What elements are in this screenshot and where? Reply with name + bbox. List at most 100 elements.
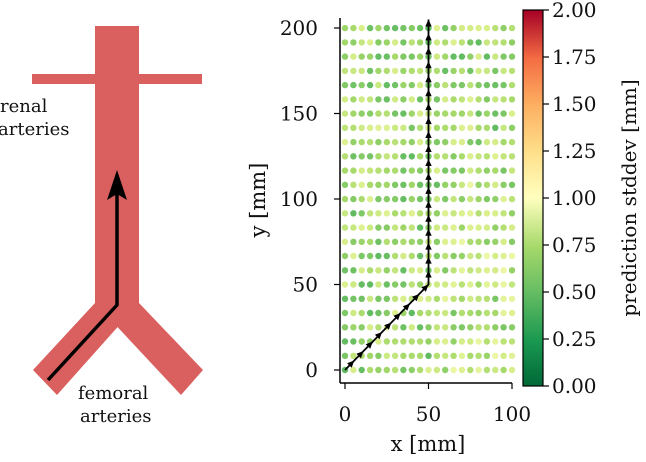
scatter-point bbox=[467, 309, 474, 317]
scatter-point bbox=[492, 352, 499, 359]
scatter-point bbox=[508, 252, 516, 260]
scatter-point bbox=[375, 53, 382, 60]
scatter-point bbox=[383, 153, 390, 160]
scatter-point bbox=[350, 252, 357, 260]
scatter-point bbox=[500, 153, 507, 160]
scatter-point bbox=[416, 153, 424, 160]
scatter-point bbox=[475, 281, 482, 288]
scatter-point bbox=[450, 267, 457, 274]
scatter-point bbox=[508, 195, 516, 203]
scatter-point bbox=[366, 153, 374, 160]
scatter-point bbox=[458, 110, 466, 117]
scatter-point bbox=[483, 153, 491, 160]
scatter-point bbox=[408, 110, 415, 117]
scatter-point bbox=[408, 324, 415, 331]
scatter-point bbox=[350, 67, 357, 75]
scatter-point bbox=[400, 167, 407, 174]
scatter-point bbox=[416, 267, 424, 274]
scatter-point bbox=[408, 309, 415, 317]
pointer-arrowhead-icon bbox=[402, 303, 410, 311]
scatter-point bbox=[383, 67, 390, 75]
scatter-point bbox=[391, 195, 399, 203]
scatter-point bbox=[467, 67, 474, 75]
scatter-point bbox=[450, 338, 457, 345]
scatter-point bbox=[416, 167, 424, 174]
scatter-point bbox=[408, 195, 415, 203]
scatter-point bbox=[483, 338, 491, 345]
scatter-point bbox=[458, 238, 466, 245]
scatter-point bbox=[341, 167, 349, 174]
scatter-point bbox=[416, 138, 424, 146]
scatter-point bbox=[500, 309, 507, 317]
scatter-point bbox=[433, 24, 441, 32]
scatter-point bbox=[450, 110, 457, 117]
scatter-point bbox=[341, 238, 349, 245]
pointer-arrowhead-icon bbox=[425, 89, 432, 97]
scatter-point bbox=[350, 352, 357, 359]
scatter-point bbox=[358, 67, 365, 75]
scatter-point bbox=[442, 224, 449, 231]
scatter-point bbox=[350, 324, 357, 331]
scatter-point bbox=[467, 153, 474, 160]
scatter-point bbox=[442, 53, 449, 60]
scatter-point bbox=[391, 110, 399, 117]
scatter-point bbox=[450, 224, 457, 231]
scatter-point bbox=[350, 39, 357, 46]
scatter-point bbox=[366, 309, 374, 317]
pointer-arrowhead-icon bbox=[425, 103, 432, 111]
scatter-point bbox=[467, 81, 474, 89]
scatter-point bbox=[350, 153, 357, 160]
scatter-point bbox=[467, 24, 474, 32]
scatter-point bbox=[500, 324, 507, 331]
y-tick-label: 50 bbox=[293, 273, 318, 297]
scatter-point bbox=[483, 309, 491, 317]
scatter-point bbox=[500, 81, 507, 89]
scatter-point bbox=[492, 138, 499, 146]
scatter-point bbox=[350, 366, 357, 374]
scatter-point bbox=[442, 281, 449, 288]
scatter-point bbox=[433, 153, 441, 160]
scatter-point bbox=[433, 124, 441, 131]
scatter-point bbox=[433, 267, 441, 274]
scatter-point bbox=[442, 195, 449, 203]
scatter-point bbox=[425, 338, 432, 345]
scatter-point bbox=[467, 324, 474, 331]
scatter-point bbox=[400, 238, 407, 245]
scatter-point bbox=[383, 24, 390, 32]
scatter-point bbox=[433, 195, 441, 203]
scatter-point bbox=[500, 352, 507, 359]
scatter-point bbox=[508, 138, 516, 146]
scatter-point bbox=[383, 267, 390, 274]
scatter-point bbox=[458, 267, 466, 274]
scatter-point bbox=[483, 96, 491, 103]
scatter-point bbox=[391, 53, 399, 60]
scatter-point bbox=[483, 195, 491, 203]
scatter-point bbox=[400, 39, 407, 46]
scatter-point bbox=[341, 53, 349, 60]
scatter-point bbox=[366, 167, 374, 174]
scatter-point bbox=[391, 24, 399, 32]
colorbar-tick-label: 1.50 bbox=[552, 92, 597, 116]
scatter-point bbox=[350, 338, 357, 345]
colorbar-tick-label: 0.75 bbox=[552, 233, 597, 257]
pointer-arrowhead-icon bbox=[356, 351, 364, 359]
scatter-point bbox=[508, 324, 516, 331]
pointer-arrowhead-icon bbox=[425, 256, 432, 264]
y-tick-label: 150 bbox=[280, 102, 318, 126]
scatter-point bbox=[416, 210, 424, 217]
scatter-point bbox=[391, 338, 399, 345]
scatter-point bbox=[375, 39, 382, 46]
pointer-arrowhead-icon bbox=[425, 19, 432, 27]
scatter-point bbox=[508, 110, 516, 117]
scatter-point bbox=[375, 110, 382, 117]
scatter-point bbox=[467, 238, 474, 245]
scatter-point bbox=[467, 181, 474, 188]
scatter-point bbox=[467, 210, 474, 217]
scatter-point bbox=[391, 238, 399, 245]
scatter-point bbox=[375, 124, 382, 131]
scatter-point bbox=[341, 281, 349, 288]
x-tick-label: 50 bbox=[416, 402, 441, 426]
scatter-point bbox=[458, 39, 466, 46]
scatter-point bbox=[442, 267, 449, 274]
